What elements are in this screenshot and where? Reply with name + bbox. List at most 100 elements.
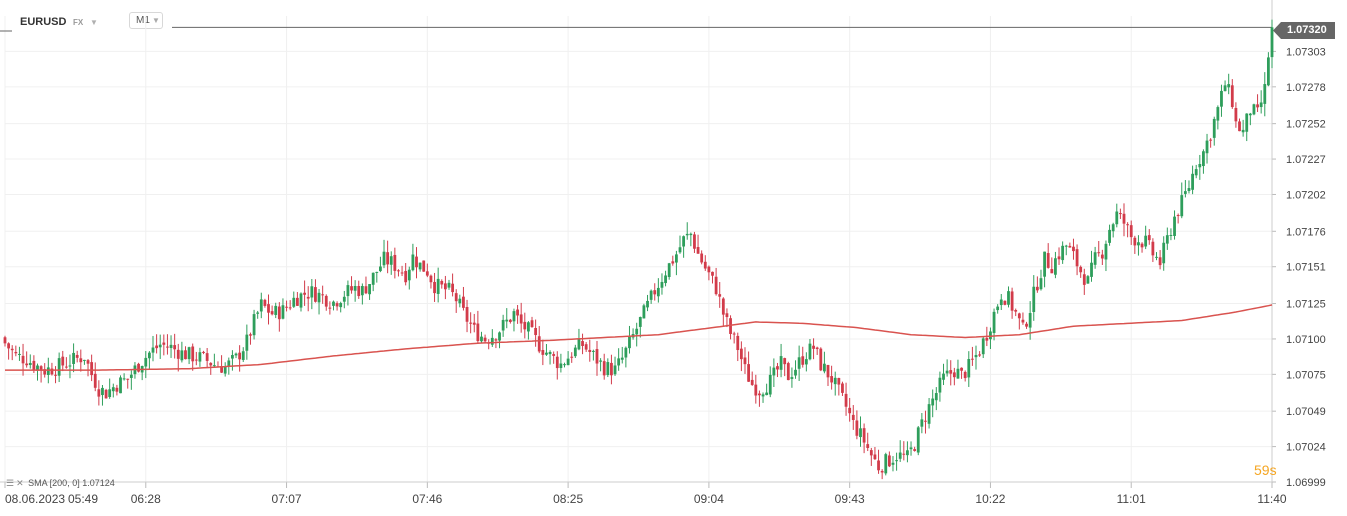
- candle: [801, 346, 805, 368]
- candle: [685, 222, 689, 240]
- candle: [346, 280, 350, 306]
- candle: [989, 327, 992, 350]
- candle: [725, 308, 729, 328]
- candle: [1147, 229, 1151, 245]
- candle: [682, 235, 686, 258]
- chevron-down-icon: ▼: [152, 16, 160, 25]
- candle: [545, 344, 548, 356]
- candle: [1187, 180, 1191, 194]
- candle: [328, 301, 332, 315]
- candle: [498, 331, 501, 349]
- candle: [830, 365, 834, 390]
- candle: [1183, 180, 1187, 198]
- candle: [469, 312, 473, 334]
- candle: [1202, 149, 1205, 174]
- candle: [548, 350, 552, 365]
- candle: [21, 343, 25, 376]
- candle: [353, 280, 357, 302]
- indicator-value: 1.07124: [82, 478, 115, 488]
- candle: [1173, 210, 1176, 240]
- candle: [50, 362, 54, 376]
- candle: [245, 324, 249, 360]
- indicator-name: SMA: [28, 478, 48, 488]
- candle: [1216, 105, 1220, 130]
- bars-icon[interactable]: ☰: [6, 478, 15, 488]
- price-axis[interactable]: 1.07303 1.07278 1.07252 1.07227 1.07202 1.071…: [1271, 0, 1326, 489]
- candle: [173, 333, 177, 359]
- candle: [707, 265, 711, 281]
- candle: [1100, 249, 1104, 266]
- candle: [1097, 240, 1101, 257]
- candle: [25, 351, 29, 368]
- candle: [595, 340, 599, 376]
- price-tag-shape: [1273, 22, 1335, 39]
- candle: [628, 325, 631, 354]
- candle: [252, 309, 256, 340]
- candle: [454, 289, 458, 313]
- chevron-down-icon[interactable]: ▼: [90, 18, 98, 27]
- candle: [924, 410, 927, 434]
- candle: [1256, 94, 1259, 112]
- candle: [588, 339, 592, 362]
- candle: [794, 360, 797, 379]
- y-tick-label: 1.07100: [1286, 334, 1326, 346]
- candle: [205, 348, 209, 368]
- candle: [877, 449, 880, 474]
- indicator-legend: ☰ ✕ SMA [200, 0] 1.07124: [6, 478, 115, 489]
- candle: [1205, 133, 1209, 164]
- candle: [198, 347, 202, 367]
- x-tick-label: 05:49: [68, 492, 98, 506]
- candle: [573, 344, 577, 359]
- candle: [443, 275, 447, 300]
- candle: [3, 335, 7, 347]
- candle: [249, 332, 252, 345]
- candle: [1137, 235, 1140, 256]
- candle: [653, 283, 657, 301]
- y-tick-label: 1.07125: [1286, 299, 1326, 311]
- candle: [815, 346, 819, 355]
- sma-line: [5, 304, 1273, 371]
- candle: [1072, 238, 1075, 260]
- close-icon[interactable]: ✕: [16, 478, 24, 488]
- candle: [671, 255, 675, 266]
- candle: [837, 377, 841, 396]
- candle: [1090, 250, 1093, 282]
- candle: [635, 322, 639, 347]
- candle: [364, 276, 368, 295]
- candle: [649, 289, 653, 304]
- candle: [371, 272, 375, 292]
- candle: [512, 308, 516, 332]
- candle: [700, 250, 704, 265]
- y-tick-label: 1.07151: [1286, 262, 1326, 274]
- candle: [501, 314, 505, 337]
- candle: [295, 292, 299, 306]
- current-price: 1.07320: [1287, 24, 1327, 36]
- candle: [57, 352, 61, 383]
- symbol-label[interactable]: EURUSD: [20, 16, 67, 28]
- candle: [527, 321, 530, 340]
- candle: [1151, 238, 1155, 263]
- candle: [472, 313, 476, 333]
- candle: [418, 262, 422, 272]
- candle: [747, 351, 750, 382]
- candle: [7, 342, 11, 360]
- candle: [1054, 251, 1057, 279]
- candle: [1093, 246, 1097, 269]
- candle: [808, 339, 812, 361]
- candle: [1194, 164, 1198, 179]
- candle: [357, 280, 361, 299]
- candle: [826, 364, 830, 387]
- candle: [1162, 236, 1166, 271]
- candle: [819, 347, 823, 372]
- candle: [523, 312, 527, 339]
- candle: [884, 452, 888, 476]
- candle: [1241, 119, 1245, 137]
- candle: [10, 345, 14, 361]
- candle: [537, 326, 541, 354]
- candle: [1180, 182, 1184, 219]
- time-axis[interactable]: 08.06.2023 05:49 06:28 07:07 07:46 08:25 09:04…: [0, 481, 1287, 506]
- candle: [880, 469, 884, 480]
- candle: [360, 283, 364, 305]
- candle: [552, 351, 556, 364]
